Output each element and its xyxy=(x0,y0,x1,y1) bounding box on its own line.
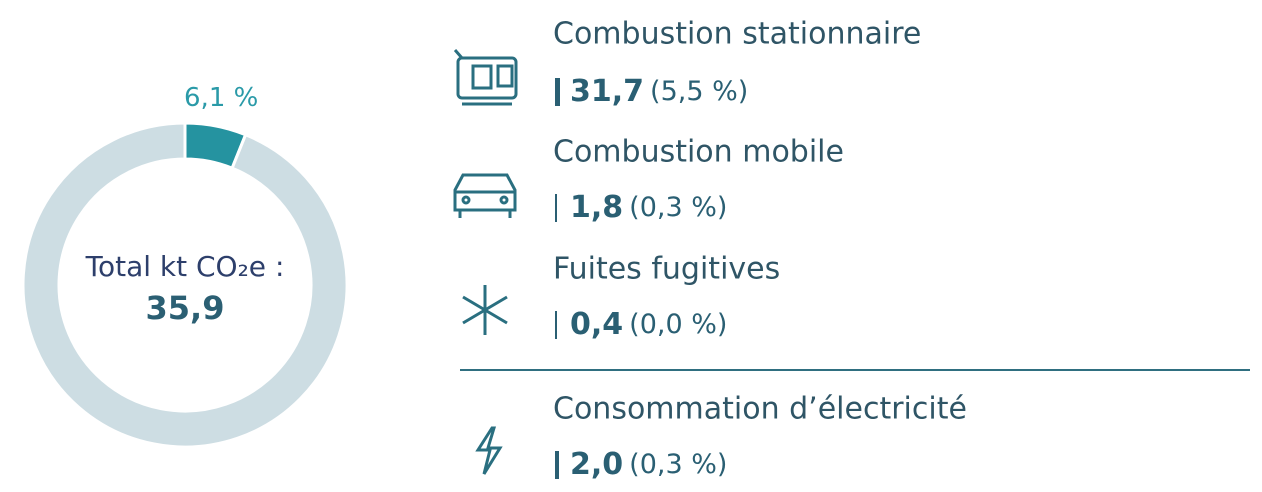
item-label: Combustion stationnaire xyxy=(553,17,921,52)
item-value-line: 1,8 (0,3 %) xyxy=(570,190,727,225)
item-value-line: 31,7 (5,5 %) xyxy=(570,74,748,109)
item-value: 1,8 xyxy=(570,190,623,225)
center-label: Total kt CO₂e : xyxy=(85,250,285,283)
item-bar xyxy=(555,194,557,222)
item-share: (0,3 %) xyxy=(629,192,727,223)
item-value: 0,4 xyxy=(570,307,623,342)
item-label: Combustion mobile xyxy=(553,135,844,170)
item-label: Consommation d’électricité xyxy=(553,392,967,427)
donut-segment xyxy=(21,121,349,449)
data-label: 6,1 % xyxy=(184,83,258,113)
icon-lightning xyxy=(475,426,503,475)
item-share: (0,3 %) xyxy=(629,449,727,480)
item-value: 31,7 xyxy=(570,74,644,109)
item-value-line: 0,4 (0,0 %) xyxy=(570,307,727,342)
icon-generator xyxy=(453,49,518,106)
icon-snowflake xyxy=(462,285,508,335)
center-value: 35,9 xyxy=(146,289,225,327)
item-bar xyxy=(555,78,560,106)
item-share: (5,5 %) xyxy=(650,76,748,107)
item-value-line: 2,0 (0,3 %) xyxy=(570,447,727,482)
item-share: (0,0 %) xyxy=(629,309,727,340)
item-label: Fuites fugitives xyxy=(553,252,780,287)
item-bar xyxy=(555,451,559,479)
icon-car xyxy=(453,173,517,218)
item-value: 2,0 xyxy=(570,447,623,482)
item-bar xyxy=(555,311,557,339)
